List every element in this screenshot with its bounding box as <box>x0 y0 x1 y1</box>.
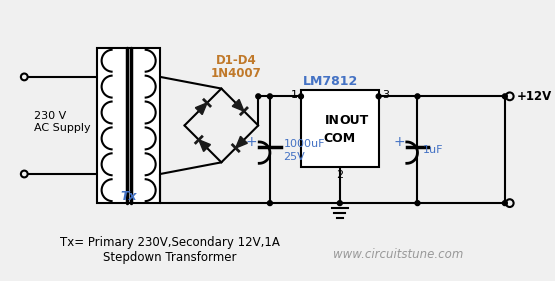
Circle shape <box>376 94 381 99</box>
Text: D1-D4: D1-D4 <box>215 54 256 67</box>
Text: LM7812: LM7812 <box>303 75 358 88</box>
Circle shape <box>502 201 507 205</box>
Circle shape <box>502 94 507 99</box>
Text: 3: 3 <box>382 90 389 100</box>
Text: Tx= Primary 230V,Secondary 12V,1A: Tx= Primary 230V,Secondary 12V,1A <box>60 236 280 250</box>
Text: 1000uF: 1000uF <box>284 139 325 149</box>
Text: 25V: 25V <box>284 151 305 162</box>
Circle shape <box>268 201 273 205</box>
Polygon shape <box>199 140 210 151</box>
Text: www.circuitstune.com: www.circuitstune.com <box>333 248 463 261</box>
Bar <box>301 90 379 167</box>
Text: AC Supply: AC Supply <box>34 123 90 133</box>
Text: OUT: OUT <box>340 114 369 127</box>
Circle shape <box>256 94 261 99</box>
Text: +12V: +12V <box>517 90 552 103</box>
Text: 2: 2 <box>336 170 344 180</box>
Text: Stepdown Transformer: Stepdown Transformer <box>103 251 236 264</box>
Text: COM: COM <box>324 132 356 144</box>
Circle shape <box>299 94 304 99</box>
Text: IN: IN <box>325 114 340 127</box>
Polygon shape <box>236 136 248 148</box>
Circle shape <box>415 201 420 205</box>
Polygon shape <box>232 99 244 111</box>
Polygon shape <box>195 103 207 115</box>
Bar <box>97 48 160 203</box>
Text: +: + <box>246 135 258 149</box>
Text: 1uF: 1uF <box>423 145 444 155</box>
Text: 1: 1 <box>291 90 297 100</box>
Text: 1N4007: 1N4007 <box>210 67 261 80</box>
Circle shape <box>415 94 420 99</box>
Circle shape <box>337 201 342 205</box>
Text: Tx: Tx <box>120 190 137 203</box>
Text: +: + <box>393 135 405 149</box>
Circle shape <box>268 94 273 99</box>
Text: 230 V: 230 V <box>34 111 66 121</box>
